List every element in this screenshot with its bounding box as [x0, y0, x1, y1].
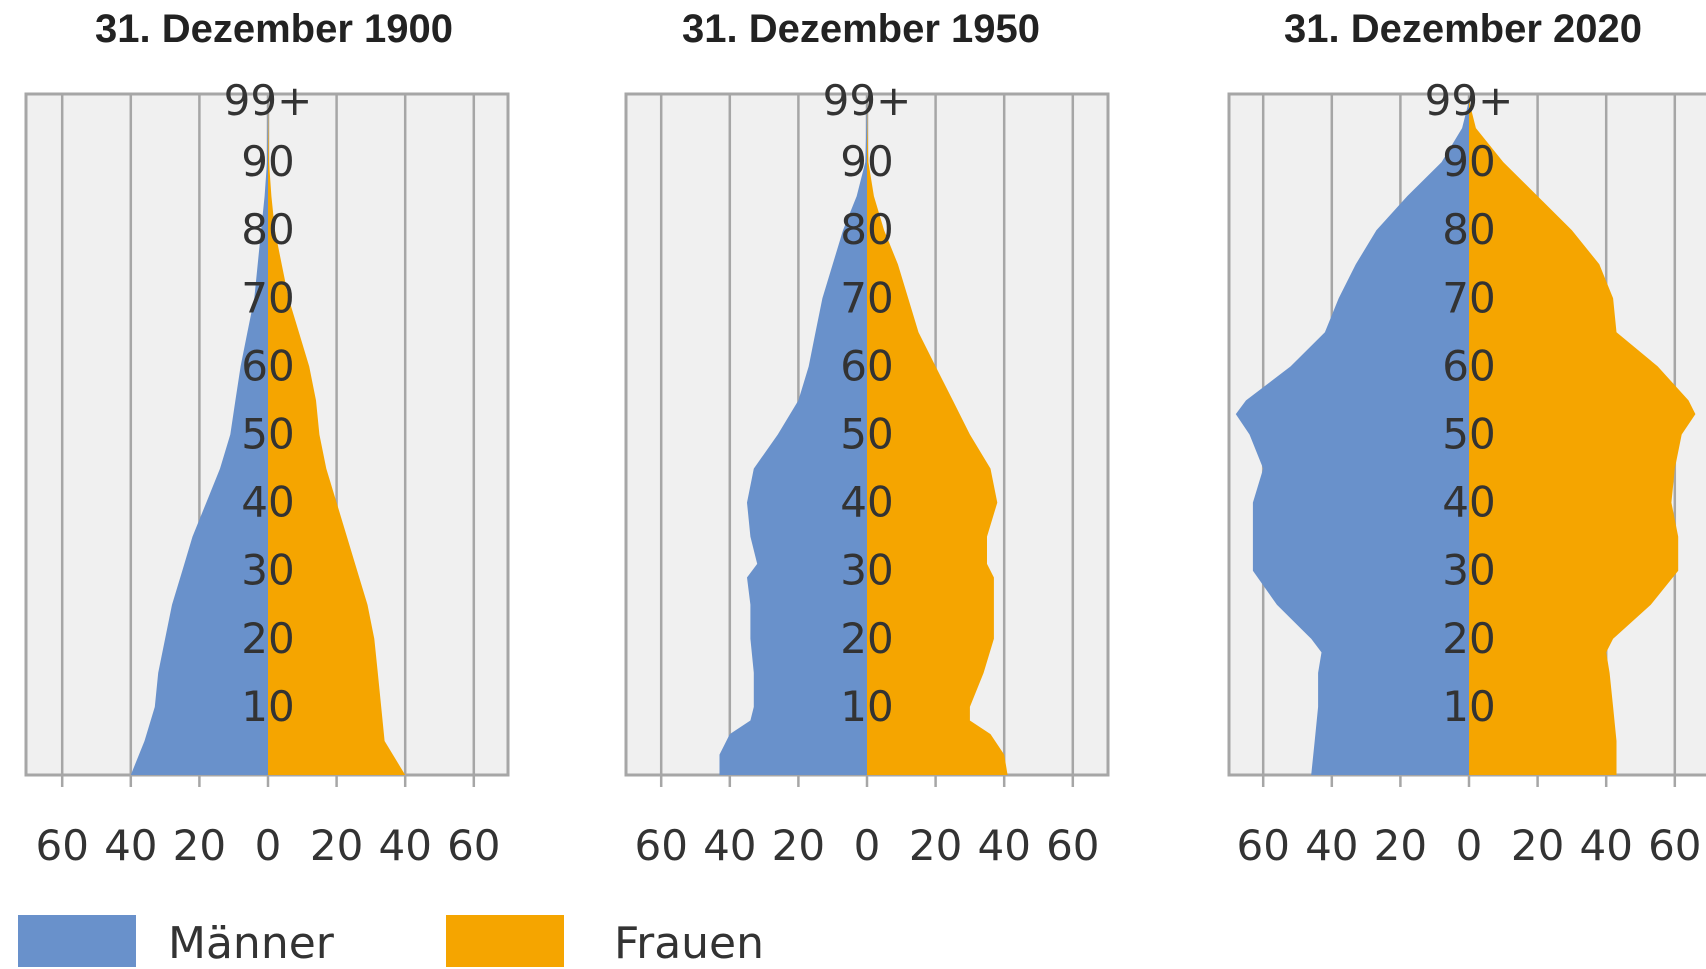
- area-frauen: [867, 100, 1008, 776]
- age-label: 60: [840, 341, 893, 390]
- age-label: 80: [840, 205, 893, 254]
- x-tick-label: 40: [1579, 821, 1632, 870]
- age-label: 30: [1442, 546, 1495, 595]
- chart-title: 31. Dezember 1900: [95, 7, 453, 51]
- age-label: 60: [1442, 341, 1495, 390]
- chart-title: 31. Dezember 2020: [1284, 7, 1642, 51]
- area-maenner: [1235, 100, 1469, 776]
- chart-panel-1: 31. Dezember 1900 60 40 20 0 20 40 60 10 20 30 40 50…: [24, 7, 510, 870]
- area-maenner: [130, 100, 268, 776]
- x-tick-label: 40: [104, 821, 157, 870]
- chart-panel-2: 31. Dezember 1950 60 40 20 0 20 40 60 10 20 30 40 50…: [624, 7, 1110, 870]
- x-tick-label: 20: [310, 821, 363, 870]
- x-tick-label: 60: [1648, 821, 1701, 870]
- age-label: 99+: [224, 76, 313, 125]
- age-label: 50: [1442, 410, 1495, 459]
- age-label: 30: [241, 546, 294, 595]
- x-tick-label: 0: [854, 821, 881, 870]
- age-label: 40: [241, 478, 294, 527]
- chart-title: 31. Dezember 1950: [682, 7, 1040, 51]
- age-label: 99+: [1425, 76, 1514, 125]
- age-label: 99+: [823, 76, 912, 125]
- age-label: 30: [840, 546, 893, 595]
- legend-swatch-maenner: [18, 915, 136, 967]
- x-tick-label: 40: [378, 821, 431, 870]
- x-tick-label: 60: [1046, 821, 1099, 870]
- age-label: 70: [1442, 273, 1495, 322]
- age-label: 70: [840, 273, 893, 322]
- legend-label-frauen: Frauen: [614, 918, 765, 969]
- age-label: 90: [840, 137, 893, 186]
- age-label: 60: [241, 341, 294, 390]
- age-label: 50: [241, 410, 294, 459]
- age-label: 40: [840, 478, 893, 527]
- x-tick-label: 0: [255, 821, 282, 870]
- age-label: 90: [241, 137, 294, 186]
- x-tick-label: 40: [1305, 821, 1358, 870]
- x-tick-label: 60: [1236, 821, 1289, 870]
- legend-swatch-frauen: [446, 915, 564, 967]
- age-label: 20: [1442, 614, 1495, 663]
- area-maenner: [719, 100, 867, 776]
- x-tick-label: 60: [634, 821, 687, 870]
- x-tick-label: 40: [703, 821, 756, 870]
- age-label: 70: [241, 273, 294, 322]
- age-label: 40: [1442, 478, 1495, 527]
- age-label: 90: [1442, 137, 1495, 186]
- age-label: 10: [1442, 682, 1495, 731]
- age-label: 80: [241, 205, 294, 254]
- legend: Männer Frauen: [18, 915, 918, 969]
- age-label: 10: [840, 682, 893, 731]
- legend-label-maenner: Männer: [168, 918, 334, 969]
- area-frauen: [268, 100, 406, 776]
- x-tick-label: 60: [35, 821, 88, 870]
- age-label: 80: [1442, 205, 1495, 254]
- x-tick-label: 40: [977, 821, 1030, 870]
- x-tick-label: 20: [909, 821, 962, 870]
- age-label: 20: [840, 614, 893, 663]
- x-tick-label: 60: [447, 821, 500, 870]
- chart-panel-3: 31. Dezember 2020 60 40 20 0 20 40 60 10 20 30 40 50…: [1227, 7, 1706, 870]
- age-label: 20: [241, 614, 294, 663]
- x-tick-label: 20: [173, 821, 226, 870]
- age-label: 50: [840, 410, 893, 459]
- x-tick-label: 0: [1456, 821, 1483, 870]
- area-frauen: [1469, 100, 1696, 776]
- x-tick-label: 20: [772, 821, 825, 870]
- age-label: 10: [241, 682, 294, 731]
- x-tick-label: 20: [1374, 821, 1427, 870]
- x-tick-label: 20: [1511, 821, 1564, 870]
